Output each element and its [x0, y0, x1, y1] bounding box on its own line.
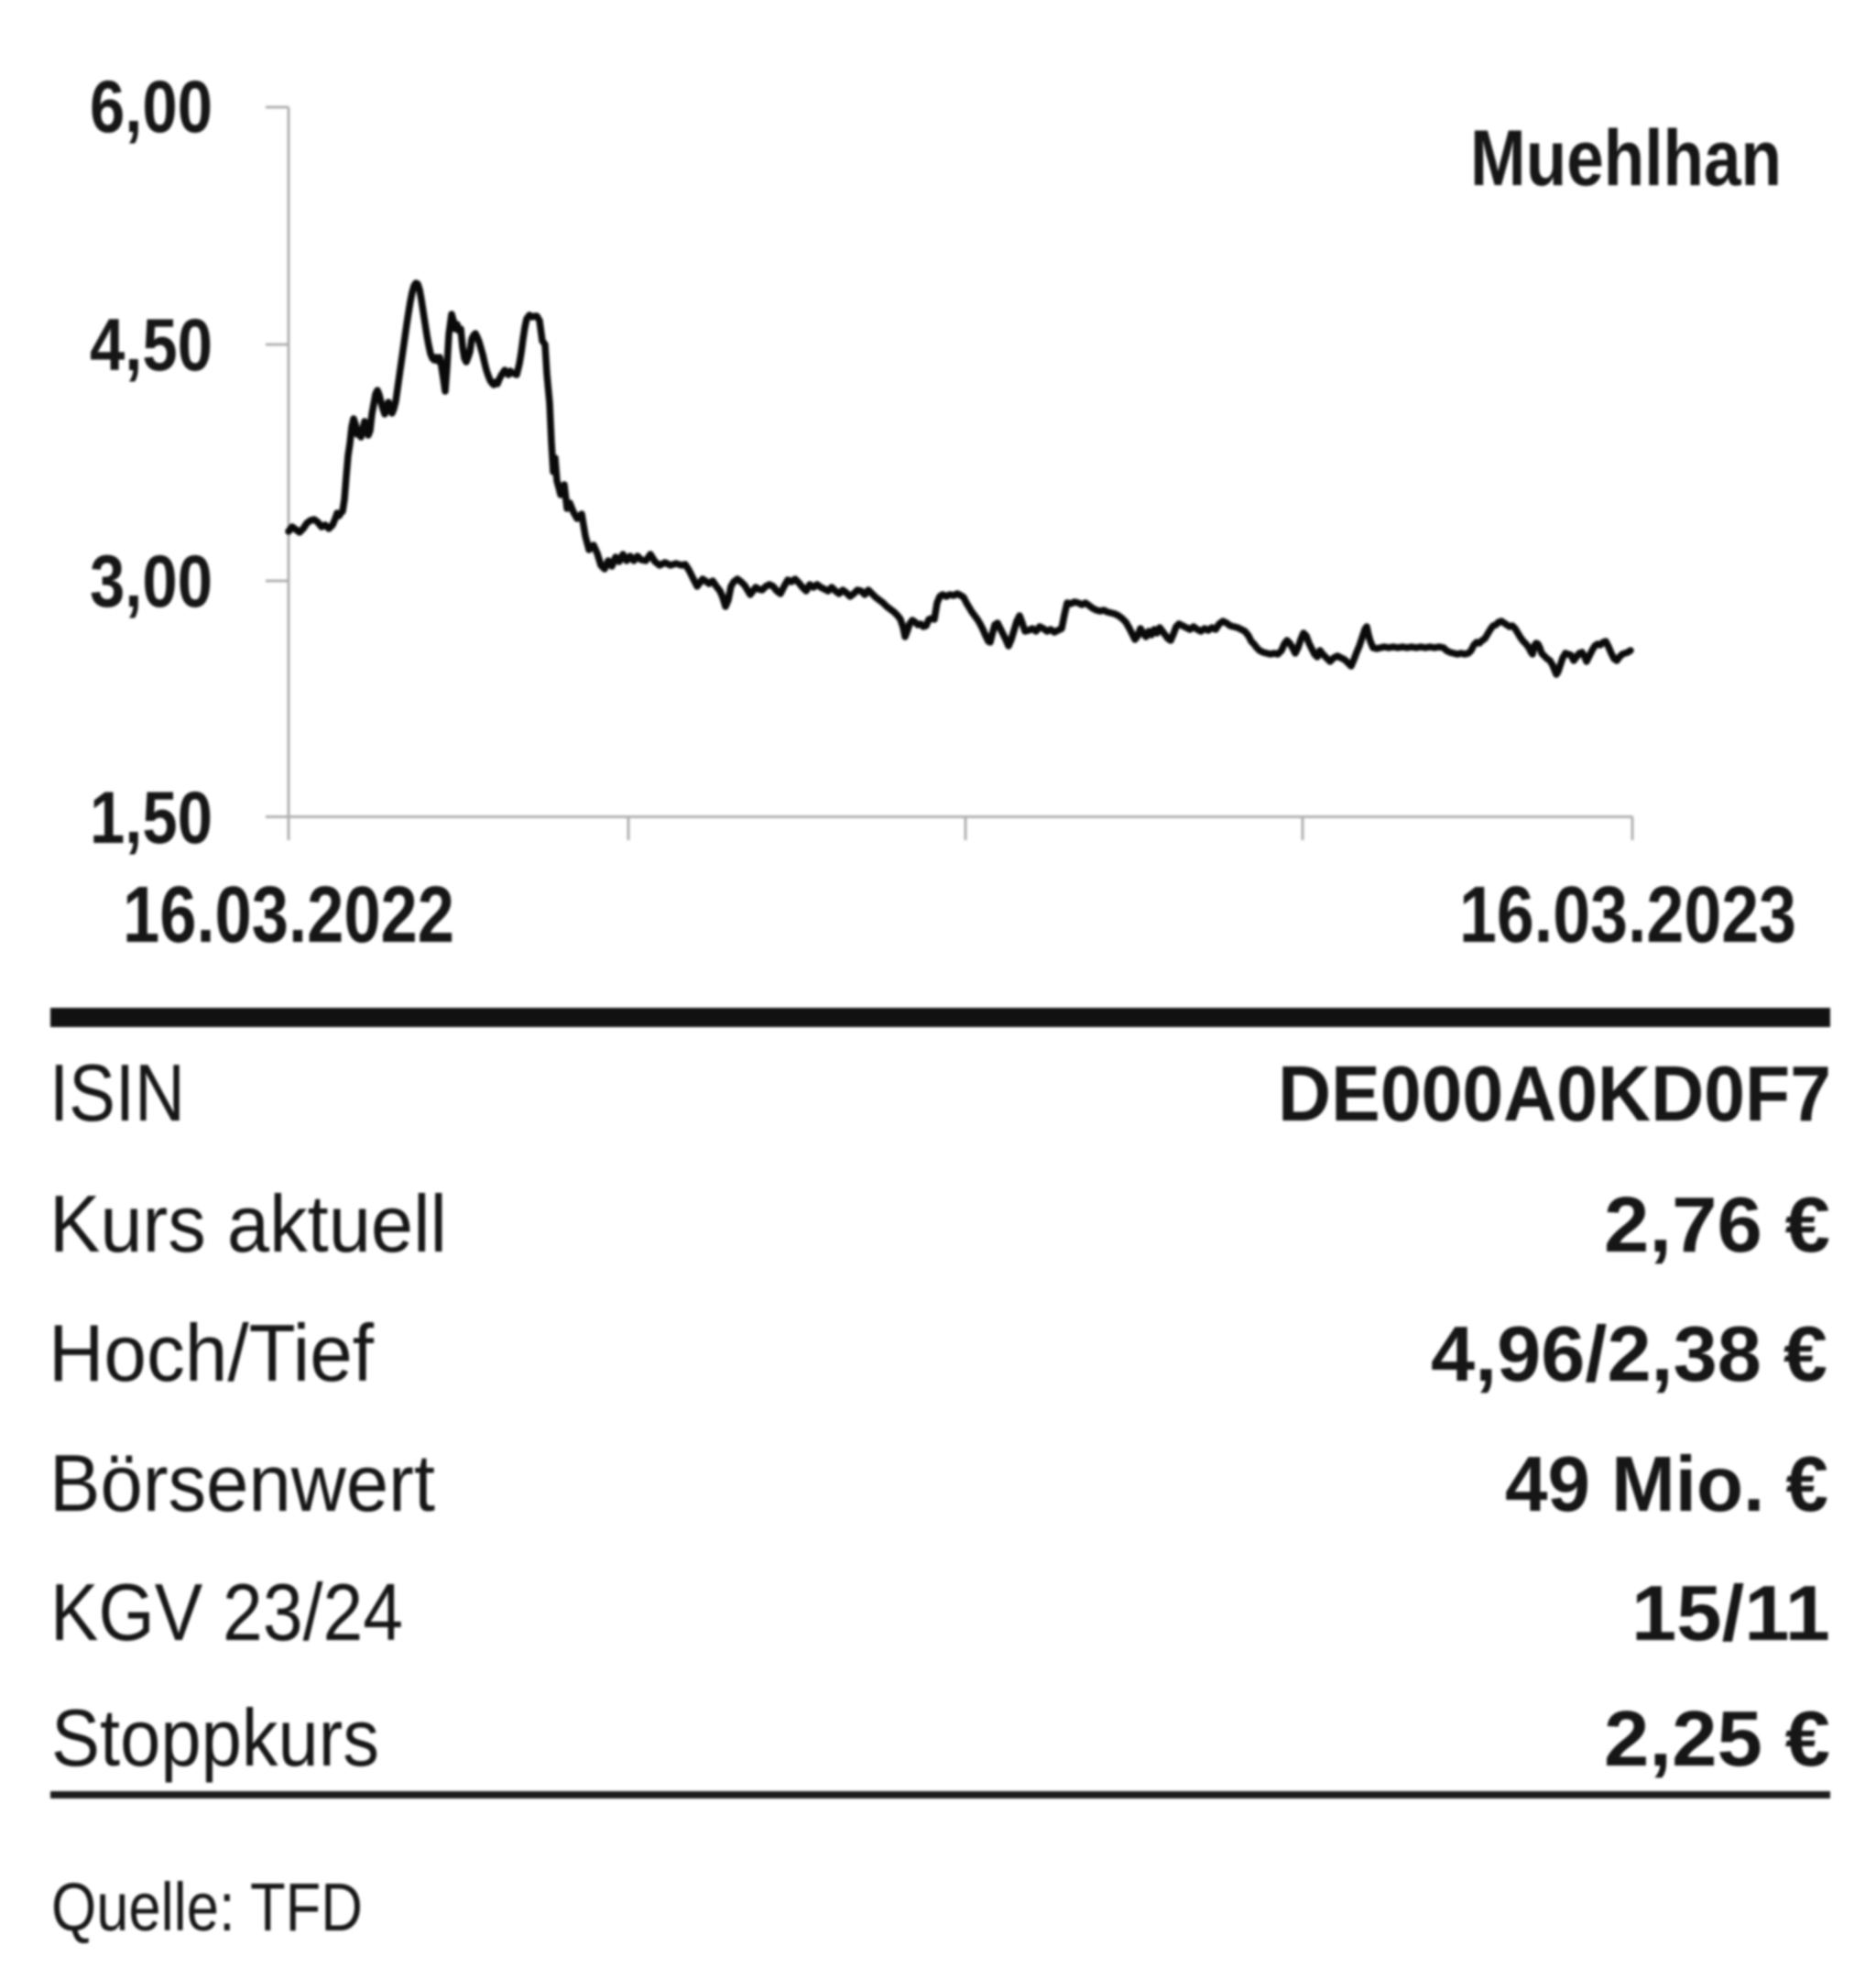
svg-text:2,25 €: 2,25 € — [1604, 1696, 1830, 1783]
svg-text:6,00: 6,00 — [90, 66, 213, 148]
svg-text:KGV 23/24: KGV 23/24 — [50, 1567, 403, 1657]
svg-text:ISIN: ISIN — [49, 1047, 185, 1138]
svg-text:1,50: 1,50 — [90, 777, 213, 859]
svg-text:16.03.2022: 16.03.2022 — [123, 870, 454, 959]
svg-text:49 Mio. €: 49 Mio. € — [1505, 1441, 1828, 1528]
svg-text:15/11: 15/11 — [1631, 1570, 1830, 1657]
svg-text:16.03.2023: 16.03.2023 — [1459, 870, 1796, 959]
svg-text:4,50: 4,50 — [90, 304, 213, 387]
svg-text:Stoppkurs: Stoppkurs — [51, 1692, 379, 1783]
svg-text:Kurs aktuell: Kurs aktuell — [49, 1178, 447, 1269]
svg-text:2,76 €: 2,76 € — [1604, 1182, 1830, 1269]
svg-text:Muehlhan: Muehlhan — [1470, 115, 1782, 202]
svg-text:3,00: 3,00 — [90, 541, 213, 623]
svg-text:Quelle: TFD: Quelle: TFD — [51, 1869, 363, 1945]
svg-text:Hoch/Tief: Hoch/Tief — [49, 1307, 375, 1398]
svg-text:Börsenwert: Börsenwert — [49, 1438, 435, 1528]
svg-text:4,96/2,38 €: 4,96/2,38 € — [1431, 1311, 1827, 1398]
svg-text:DE000A0KD0F7: DE000A0KD0F7 — [1278, 1051, 1831, 1138]
